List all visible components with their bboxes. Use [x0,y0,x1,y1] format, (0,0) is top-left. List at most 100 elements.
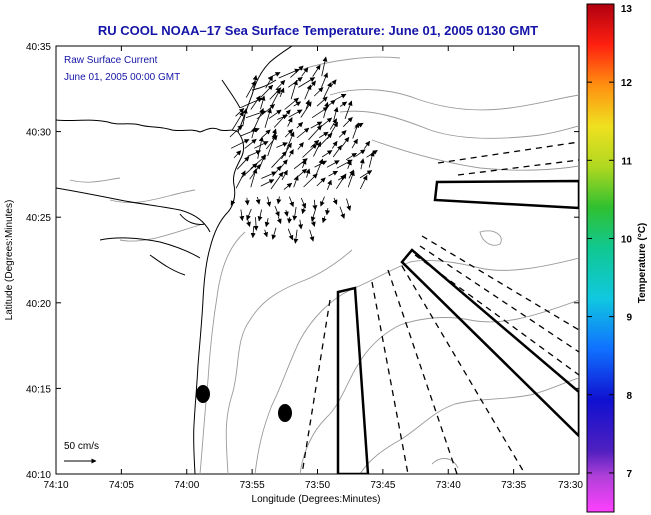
current-vector [247,150,262,157]
current-vector [293,229,299,244]
current-vector [231,111,244,131]
current-vector [271,227,277,240]
current-vector [311,106,329,119]
current-vector [297,142,304,150]
current-vector [283,182,293,190]
survey-box-south [336,286,370,474]
current-vector [257,209,263,222]
current-vector [273,109,291,128]
current-vector [244,197,250,206]
current-vector [338,130,347,138]
colorbar-title: Temperature (°C) [637,223,648,304]
x-tick-label: 73:30 [558,480,583,491]
current-vector [316,177,326,187]
current-vector [230,139,250,149]
x-tick-label: 73:35 [501,480,526,491]
colorbar-tick-label: 13 [621,4,633,15]
current-vector [310,121,323,129]
current-vector [278,68,300,79]
current-vector [363,140,371,149]
survey-boxes [336,179,579,474]
current-vector [301,67,309,77]
current-vector [326,160,340,168]
colorbar-gradient [586,3,615,513]
current-vector [260,95,266,110]
x-axis-title: Longitude (Degrees:Minutes) [252,494,381,505]
x-tick-label: 73:55 [240,480,265,491]
current-vector [260,179,275,187]
current-vector [296,127,310,139]
x-tick-label: 73:40 [436,480,461,491]
current-vector [345,152,357,161]
current-vector [254,141,269,149]
current-vector [323,81,332,98]
current-vector [334,93,347,101]
plot-area: Raw Surface Current June 01, 2005 00:00 … [55,45,580,475]
current-vector [344,100,353,119]
current-vector [239,209,245,222]
current-vector [302,143,318,158]
current-vector [280,159,288,169]
current-vector [368,151,375,168]
current-vector [341,136,350,147]
colorbar-tick-label: 7 [626,469,632,480]
current-vector [244,138,257,149]
y-tick-label: 40:10 [26,470,51,481]
current-vector [326,179,332,191]
current-vector [313,87,324,97]
current-vector [261,171,277,179]
current-vector [325,208,330,216]
x-tick-label: 74:10 [43,480,68,491]
colorbar-tick-label: 9 [626,313,632,324]
current-vector [347,159,352,169]
current-vector [312,199,318,211]
current-vector [332,197,338,205]
figure-title: RU COOL NOAA–17 Sea Surface Temperature:… [98,23,538,38]
current-vector [305,168,311,178]
current-vector [321,216,327,224]
current-vector [316,96,328,107]
current-vector [265,75,273,89]
current-vector [262,129,271,138]
scale-label: 50 cm/s [64,441,99,452]
current-vector [359,174,368,190]
current-vector [276,142,288,148]
current-vector [347,170,355,188]
current-vector [296,122,304,129]
current-vector [268,109,282,119]
current-vector [284,129,294,138]
current-vector [284,97,299,110]
current-vector [351,138,358,149]
annotation-line-2: June 01, 2005 00:00 GMT [64,72,180,83]
current-vector [264,218,270,228]
x-tick-label: 74:05 [109,480,134,491]
current-vector [250,95,261,110]
colorbar-tick-label: 11 [621,156,632,167]
sample-site [196,385,210,403]
current-vector [339,206,346,219]
current-vector [328,170,339,177]
plot-frame [55,45,580,475]
y-tick-label: 40:20 [26,299,51,310]
y-axis: 40:35 40:30 40:25 40:20 40:15 40:10 [26,42,579,481]
current-vector [260,84,274,98]
current-vector [293,101,302,107]
current-vector [279,87,285,98]
current-vector [300,101,312,118]
current-vector [310,219,316,227]
current-vector [242,108,248,127]
current-vector [320,196,325,207]
current-vector [250,226,256,239]
current-vector [318,131,329,138]
current-vector [270,88,281,107]
current-vector [270,171,284,190]
current-vector [352,122,360,139]
current-vector [333,106,339,121]
current-vector [233,150,242,159]
annotation-line-1: Raw Surface Current [64,55,158,66]
current-vector [235,170,246,189]
current-vector [343,117,353,127]
current-vector [251,126,257,139]
current-vector [271,151,287,168]
